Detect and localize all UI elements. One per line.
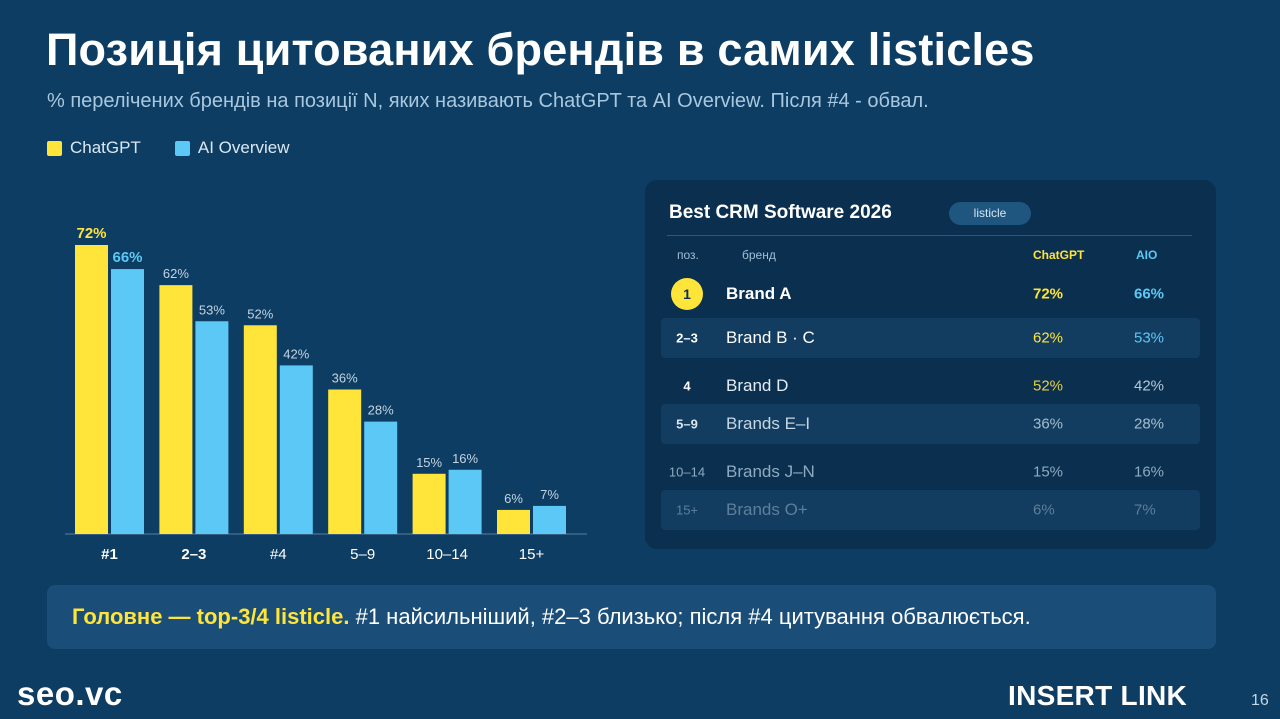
bar-aio: [195, 321, 229, 534]
data-label-aio: 16%: [452, 451, 478, 466]
legend-label-chatgpt: ChatGPT: [70, 138, 141, 157]
brand-name: Brand A: [726, 284, 792, 303]
data-label-aio: 53%: [199, 302, 225, 317]
legend-item-aio: AI Overview: [174, 138, 290, 158]
position-badge: 1: [671, 278, 703, 310]
table-row: 2–3 Brand B · C 62% 53%: [661, 318, 1200, 358]
bar-chart: 72% 66% #1 62% 53% 2–3 52% 42% #4 36% 28% 5–9 15% 16%…: [65, 225, 587, 563]
chatgpt-value: 15%: [1033, 463, 1064, 481]
bar-aio: [364, 421, 398, 534]
data-label-chatgpt: 62%: [163, 266, 189, 281]
callout-text: #1 найсильніший, #2–3 близько; після #4 …: [349, 604, 1031, 629]
aio-value: 28%: [1134, 415, 1165, 433]
chatgpt-value: 36%: [1033, 415, 1064, 433]
panel-title: Best CRM Software 2026: [669, 202, 892, 223]
x-tick-label: 2–3: [181, 546, 206, 563]
position-label: 15+: [675, 502, 699, 518]
data-label-aio: 42%: [283, 346, 309, 361]
table-row: 10–14 Brands J–N 15% 16%: [661, 452, 1200, 492]
insert-link-logo: INSERT LINK: [1008, 680, 1188, 711]
bar-chatgpt: [159, 285, 193, 534]
bar-aio: [448, 469, 482, 534]
listicle-panel: Best CRM Software 2026 listicle поз. бре…: [645, 180, 1216, 549]
data-label-chatgpt: 72%: [76, 225, 106, 242]
bar-aio: [111, 269, 144, 534]
data-label-chatgpt: 15%: [416, 455, 442, 470]
table-row: 1 Brand A 72% 66%: [661, 274, 1200, 314]
table-row: 4 Brand D 52% 42%: [661, 366, 1200, 406]
data-label-aio: 7%: [540, 487, 559, 502]
data-label-chatgpt: 6%: [504, 491, 523, 506]
legend-swatch-aio: [174, 140, 190, 156]
position-label: 2–3: [676, 330, 698, 346]
brand-name: Brands E–I: [726, 414, 811, 433]
column-header-aio: AIO: [1136, 248, 1158, 262]
table-row: 5–9 Brands E–I 36% 28%: [661, 404, 1200, 444]
aio-value: 16%: [1134, 463, 1165, 481]
page-number: 16: [1251, 692, 1269, 709]
brand-name: Brand B · C: [726, 328, 815, 347]
legend-swatch-chatgpt: [47, 140, 62, 156]
bar-chatgpt: [243, 325, 277, 534]
x-tick-label: 5–9: [350, 546, 375, 563]
position-label: 10–14: [668, 464, 706, 480]
chatgpt-value: 72%: [1033, 285, 1064, 303]
bar-aio: [533, 505, 566, 534]
data-label-chatgpt: 36%: [332, 371, 358, 386]
legend-label-aio: AI Overview: [197, 138, 290, 157]
listicle-badge: listicle: [949, 202, 1031, 225]
bar-chatgpt: [328, 389, 362, 534]
aio-value: 66%: [1134, 285, 1165, 303]
x-tick-label: 10–14: [426, 546, 468, 563]
page-title: Позиція цитованих брендів в самих listic…: [46, 24, 1035, 75]
bar-chatgpt: [412, 473, 446, 534]
x-tick-label: 15+: [519, 546, 545, 563]
key-takeaway-callout: Головне — top-3/4 listicle. #1 найсильні…: [47, 585, 1216, 649]
position-label: 5–9: [676, 416, 698, 432]
column-header-brand: бренд: [742, 248, 776, 262]
bar-chatgpt: [75, 245, 108, 534]
page-subtitle: % перелічених брендів на позиції N, яких…: [47, 90, 929, 112]
aio-value: 42%: [1134, 377, 1165, 395]
column-header-chatgpt: ChatGPT: [1033, 248, 1085, 262]
legend-item-chatgpt: ChatGPT: [47, 138, 141, 158]
data-label-aio: 66%: [112, 249, 142, 266]
brand-name: Brand D: [726, 376, 789, 395]
chatgpt-value: 62%: [1033, 329, 1064, 347]
chart-legend: ChatGPT AI Overview: [47, 138, 290, 158]
aio-value: 7%: [1134, 501, 1156, 519]
bar-chatgpt: [497, 509, 530, 534]
brand-name: Brands J–N: [726, 462, 815, 481]
brand-name: Brands O+: [726, 500, 808, 519]
panel-divider: [667, 235, 1192, 236]
x-tick-label: #4: [270, 546, 287, 563]
bar-aio: [279, 365, 313, 534]
position-label: 4: [683, 378, 691, 394]
table-row: 15+ Brands O+ 6% 7%: [661, 490, 1200, 530]
x-tick-label: #1: [101, 546, 118, 563]
chatgpt-value: 6%: [1033, 501, 1055, 519]
data-label-chatgpt: 52%: [247, 306, 273, 321]
seo-vc-logo: seo.vc: [17, 675, 123, 712]
aio-value: 53%: [1134, 329, 1165, 347]
chatgpt-value: 52%: [1033, 377, 1064, 395]
data-label-aio: 28%: [368, 403, 394, 418]
callout-highlight: Головне — top-3/4 listicle.: [72, 604, 350, 629]
column-header-position: поз.: [677, 248, 699, 262]
